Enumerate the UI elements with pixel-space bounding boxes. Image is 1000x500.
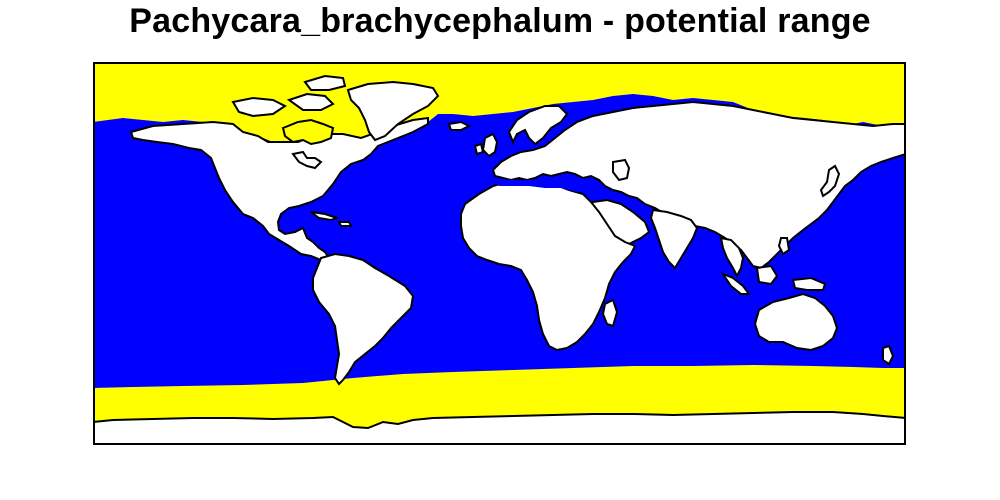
land-great-lakes-outline [291, 150, 323, 170]
land-caribbean-hispaniola [337, 221, 353, 227]
map-border [93, 62, 906, 445]
land-sumatra [720, 271, 751, 295]
range-hudson-bay [281, 118, 335, 146]
land-australia [753, 292, 839, 352]
land-antarctica [93, 411, 906, 445]
land-arctic-island-2 [286, 92, 335, 111]
land-ireland [473, 142, 485, 156]
land-scandinavia [507, 105, 569, 146]
land-greenland [346, 80, 440, 142]
land-arctic-island-1 [231, 96, 287, 118]
land-india [649, 208, 699, 270]
land-arctic-island-3 [303, 74, 347, 91]
world-map [93, 62, 906, 445]
map-title: Pachycara_brachycephalum - potential ran… [129, 2, 871, 40]
land-madagascar [601, 298, 619, 328]
land-eurasia [491, 100, 906, 270]
land-south-america [312, 252, 415, 386]
land-caspian-outline [612, 158, 631, 182]
land-british-isles [481, 132, 499, 158]
world-map-svg [93, 62, 906, 445]
land-borneo [755, 264, 779, 286]
land-new-zealand [882, 344, 895, 366]
land-japan [819, 164, 841, 198]
mediterranean-sea [493, 176, 597, 192]
land-new-guinea [791, 276, 827, 291]
land-southeast-asia [719, 236, 745, 279]
land-philippines [777, 237, 791, 256]
land-iceland [447, 120, 472, 131]
land-caribbean-cuba [310, 211, 341, 222]
